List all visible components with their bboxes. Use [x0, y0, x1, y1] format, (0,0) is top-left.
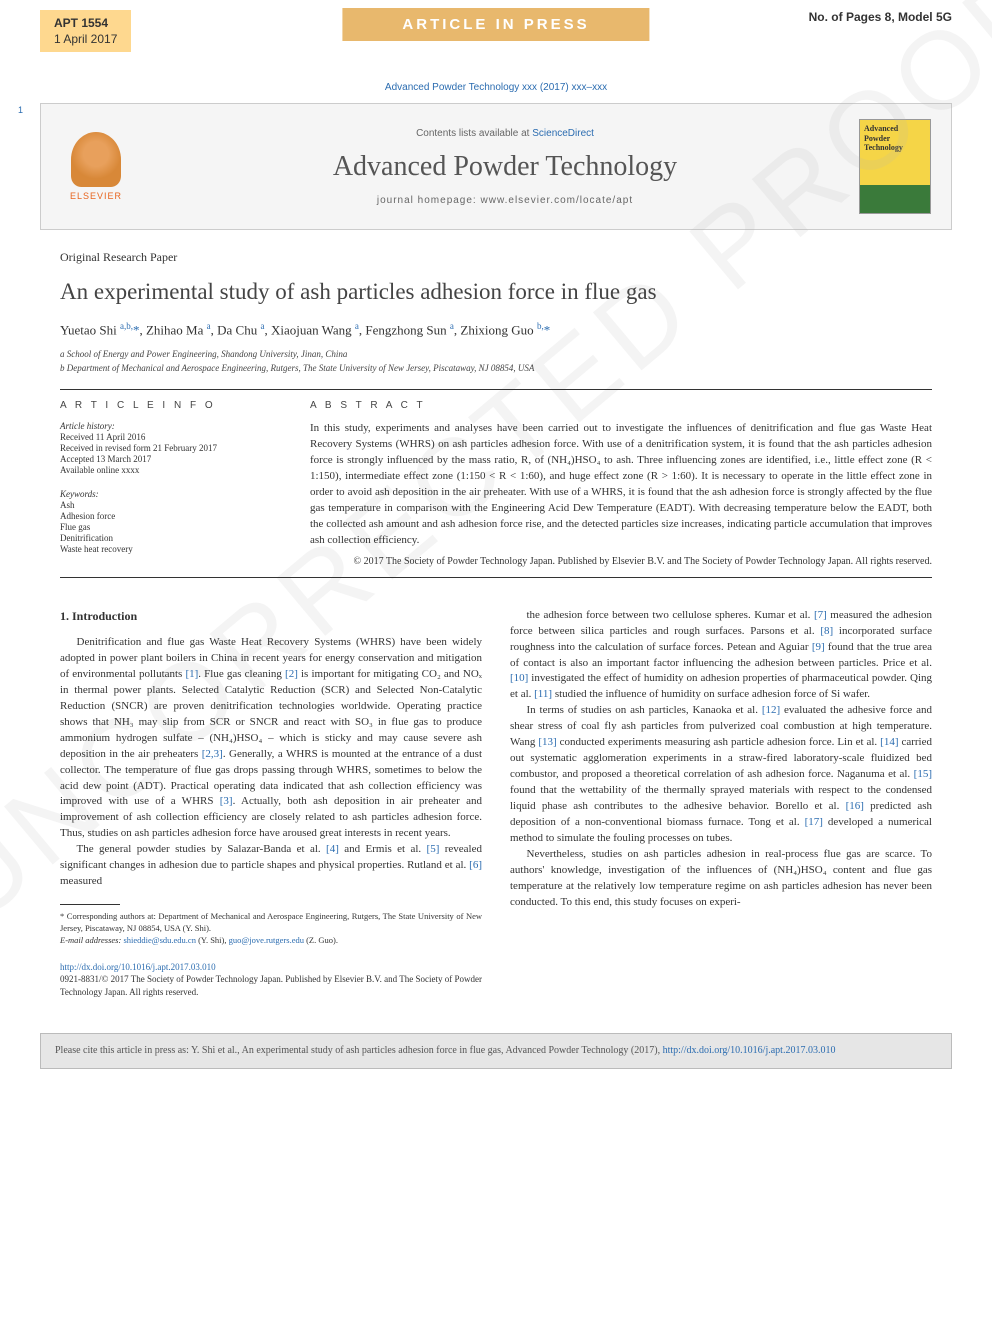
- emails-label: E-mail addresses:: [60, 935, 121, 945]
- body-paragraph: In terms of studies on ash particles, Ka…: [510, 703, 932, 846]
- abstract-heading: A B S T R A C T: [310, 400, 932, 411]
- body-column-left: 1. Introduction Denitrification and flue…: [60, 608, 482, 999]
- homepage-url[interactable]: www.elsevier.com/locate/apt: [481, 195, 634, 206]
- cite-prefix: Please cite this article in press as: Y.…: [55, 1045, 663, 1056]
- abstract-text: In this study, experiments and analyses …: [310, 421, 932, 549]
- section-heading: 1. Introduction: [60, 608, 482, 625]
- affiliation-b: b Department of Mechanical and Aerospace…: [60, 362, 932, 376]
- email-link[interactable]: shieddie@sdu.edu.cn: [123, 935, 196, 945]
- contents-prefix: Contents lists available at: [416, 128, 532, 139]
- homepage-line: journal homepage: www.elsevier.com/locat…: [151, 195, 859, 206]
- doi-block: http://dx.doi.org/10.1016/j.apt.2017.03.…: [60, 961, 482, 999]
- email-link[interactable]: guo@jove.rutgers.edu: [229, 935, 304, 945]
- apt-code: APT 1554: [54, 16, 117, 30]
- abstract-block: A B S T R A C T In this study, experimen…: [310, 400, 932, 569]
- affiliation-a: a School of Energy and Power Engineering…: [60, 348, 932, 362]
- copyright-line: © 2017 The Society of Powder Technology …: [310, 555, 932, 569]
- keyword: Flue gas: [60, 522, 280, 532]
- cite-this-article-box: Please cite this article in press as: Y.…: [40, 1033, 952, 1069]
- affiliations: a School of Energy and Power Engineering…: [60, 348, 932, 375]
- line-number: 1: [18, 104, 23, 117]
- keyword: Denitrification: [60, 533, 280, 543]
- apt-badge: APT 1554 1 April 2017: [40, 10, 131, 52]
- journal-title: Advanced Powder Technology: [151, 151, 859, 183]
- body-two-column: 1. Introduction Denitrification and flue…: [60, 608, 932, 999]
- apt-date: 1 April 2017: [54, 32, 117, 46]
- keyword: Waste heat recovery: [60, 544, 280, 554]
- page-header: APT 1554 1 April 2017 ARTICLE IN PRESS N…: [0, 0, 992, 52]
- top-citation: Advanced Powder Technology xxx (2017) xx…: [0, 82, 992, 93]
- body-paragraph: the adhesion force between two cellulose…: [510, 608, 932, 704]
- cite-doi-link[interactable]: http://dx.doi.org/10.1016/j.apt.2017.03.…: [663, 1045, 836, 1056]
- body-paragraph: The general powder studies by Salazar-Ba…: [60, 842, 482, 890]
- corresponding-note: * Corresponding authors at: Department o…: [60, 911, 482, 935]
- page-count-info: No. of Pages 8, Model 5G: [809, 10, 952, 24]
- body-paragraph: Denitrification and flue gas Waste Heat …: [60, 635, 482, 842]
- body-column-right: the adhesion force between two cellulose…: [510, 608, 932, 999]
- history-online: Available online xxxx: [60, 465, 280, 475]
- cover-title: Advanced Powder Technology: [864, 124, 926, 153]
- paper-type: Original Research Paper: [60, 250, 932, 265]
- journal-cover-thumbnail: Advanced Powder Technology: [859, 119, 931, 214]
- article-info-heading: A R T I C L E I N F O: [60, 400, 280, 411]
- keyword: Ash: [60, 500, 280, 510]
- journal-banner: ELSEVIER Contents lists available at Sci…: [40, 103, 952, 230]
- email-who: (Y. Shi),: [196, 935, 229, 945]
- divider: [60, 577, 932, 578]
- divider: [60, 389, 932, 390]
- authors-list: Yuetao Shi a,b,*, Zhihao Ma a, Da Chu a,…: [60, 321, 932, 338]
- history-received: Received 11 April 2016: [60, 432, 280, 442]
- keyword: Adhesion force: [60, 511, 280, 521]
- article-status-banner: ARTICLE IN PRESS: [342, 8, 649, 41]
- history-accepted: Accepted 13 March 2017: [60, 454, 280, 464]
- body-paragraph: Nevertheless, studies on ash particles a…: [510, 847, 932, 911]
- history-label: Article history:: [60, 421, 280, 431]
- issn-copyright: 0921-8831/© 2017 The Society of Powder T…: [60, 973, 482, 998]
- contents-line: Contents lists available at ScienceDirec…: [151, 128, 859, 139]
- email-line: E-mail addresses: shieddie@sdu.edu.cn (Y…: [60, 935, 482, 947]
- doi-link[interactable]: http://dx.doi.org/10.1016/j.apt.2017.03.…: [60, 962, 216, 972]
- elsevier-text: ELSEVIER: [70, 191, 122, 201]
- footnotes: * Corresponding authors at: Department o…: [60, 911, 482, 947]
- keywords-label: Keywords:: [60, 489, 280, 499]
- email-who: (Z. Guo).: [304, 935, 338, 945]
- elsevier-logo: ELSEVIER: [61, 127, 131, 207]
- history-revised: Received in revised form 21 February 201…: [60, 443, 280, 453]
- article-info-block: A R T I C L E I N F O Article history: R…: [60, 400, 280, 569]
- sciencedirect-link[interactable]: ScienceDirect: [532, 128, 594, 139]
- paper-title: An experimental study of ash particles a…: [60, 277, 932, 307]
- footnote-separator: [60, 904, 120, 905]
- elsevier-tree-icon: [71, 132, 121, 187]
- homepage-prefix: journal homepage:: [377, 195, 481, 206]
